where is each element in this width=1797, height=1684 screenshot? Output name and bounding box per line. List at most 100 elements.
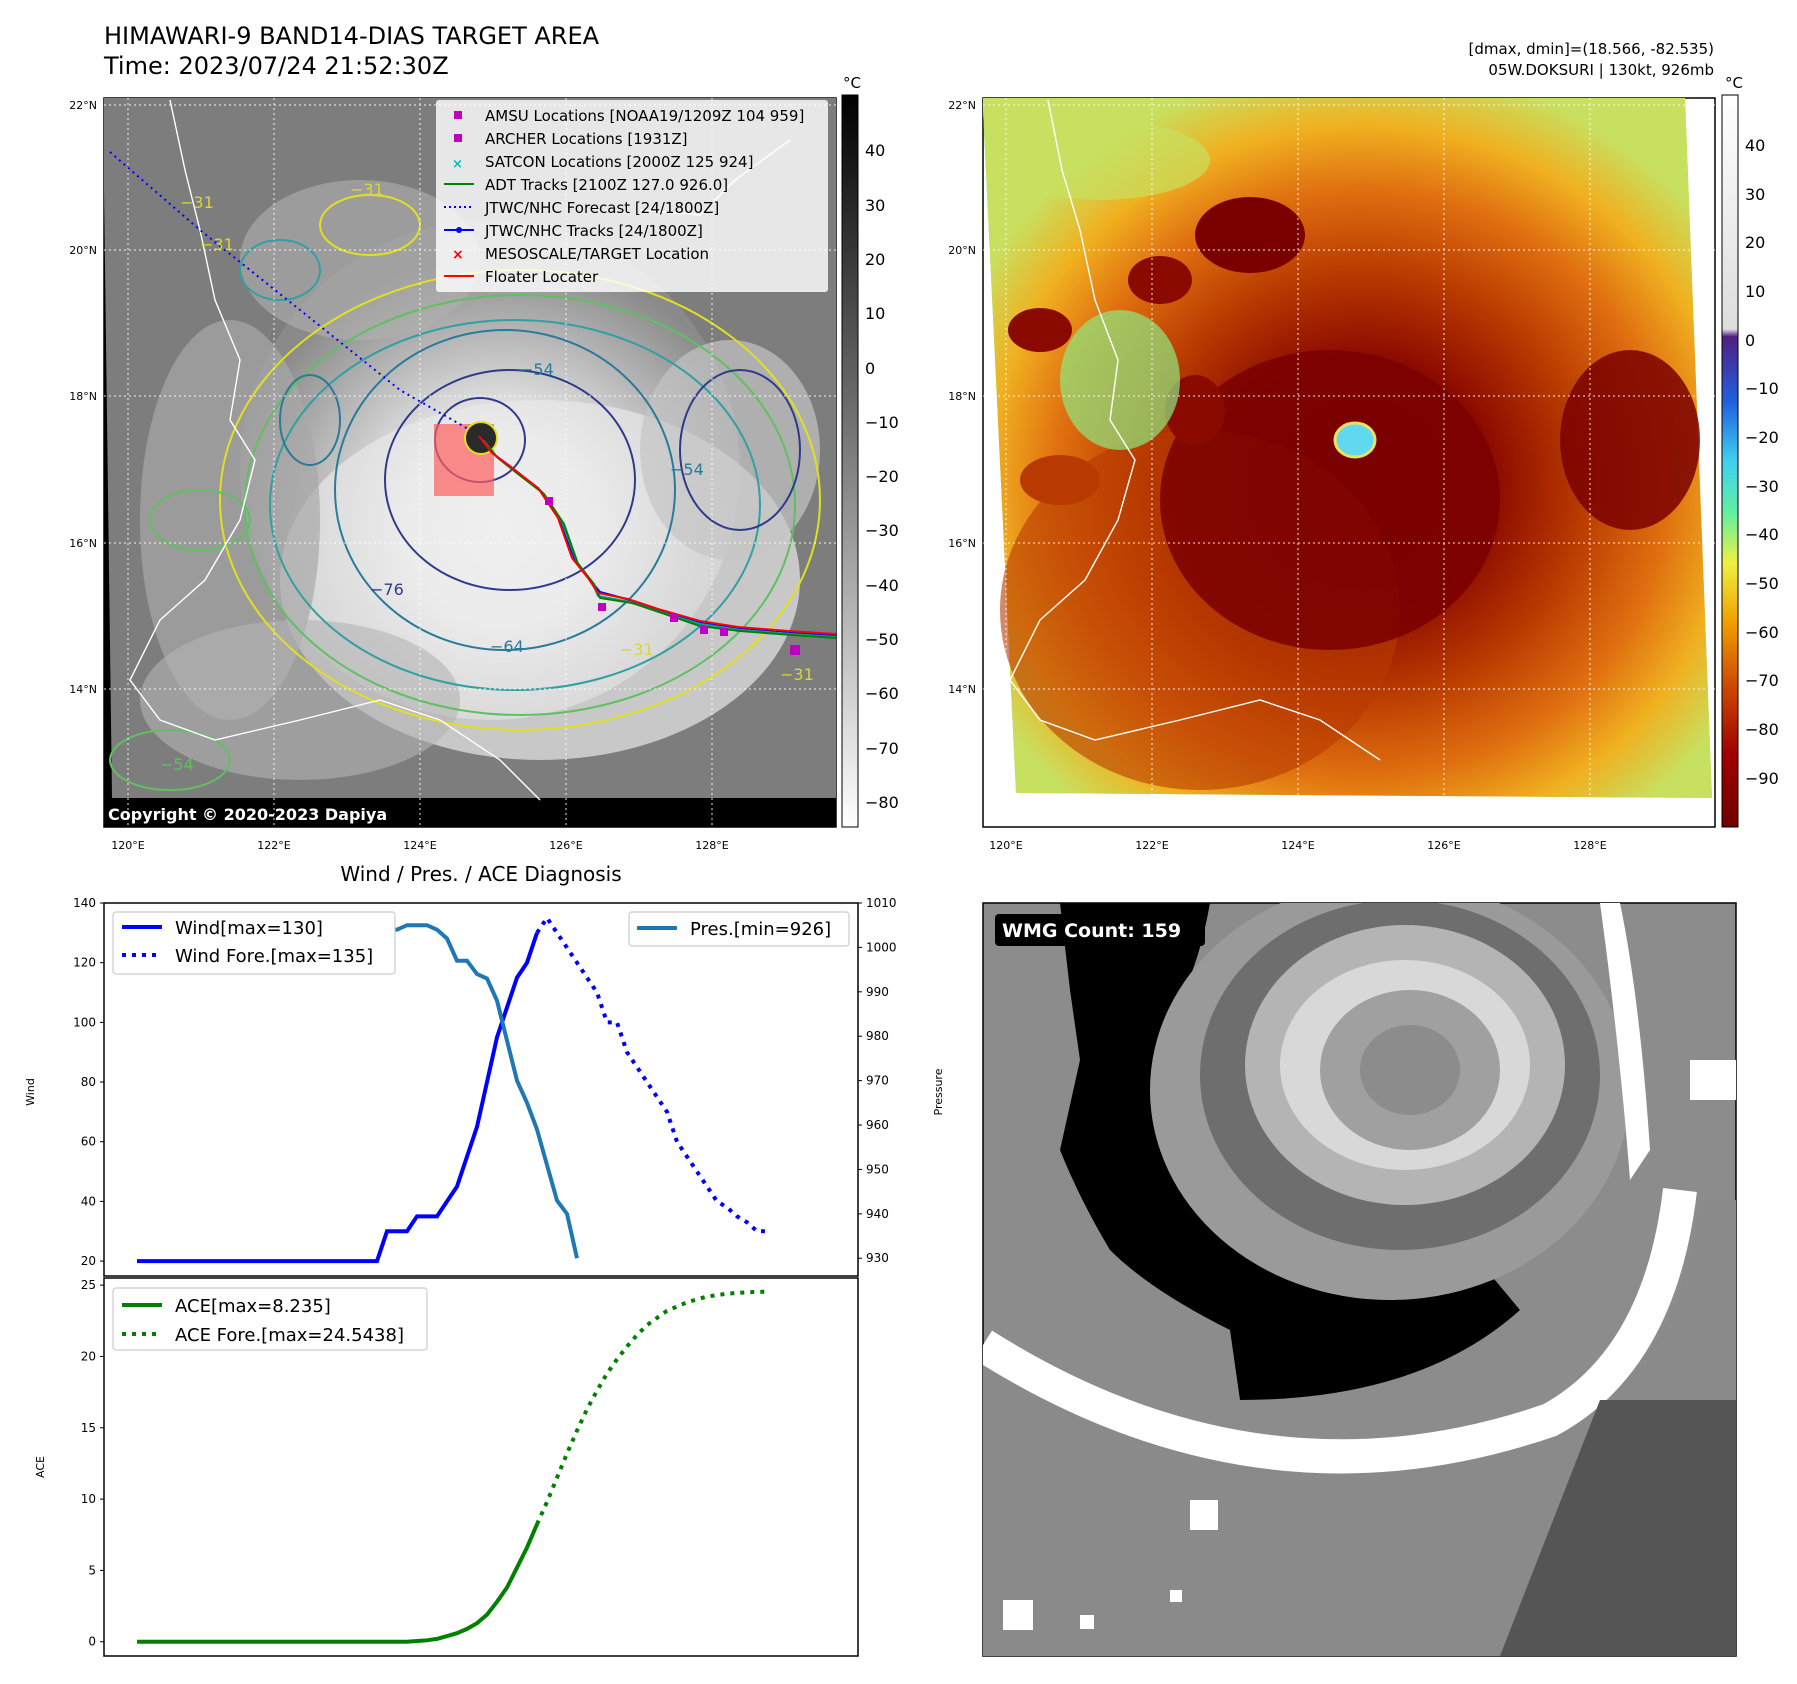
colorbar-tick: 0 <box>1745 331 1755 350</box>
wind-tick-label: 80 <box>81 1075 96 1089</box>
pressure-tick-label: 990 <box>866 985 889 999</box>
ace-axis-label: ACE <box>34 1456 47 1478</box>
pressure-tick-label: 1000 <box>866 940 897 954</box>
colorbar-tick: −40 <box>1745 525 1779 544</box>
wind-axis-label: Wind <box>24 1078 37 1106</box>
colorbar-tick: −60 <box>865 684 899 703</box>
lat-tick: 16°N <box>69 537 97 550</box>
colorbar-tick: −20 <box>865 467 899 486</box>
wind-tick-label: 140 <box>73 896 96 910</box>
colorbar-tick: 20 <box>1745 233 1765 252</box>
colorbar-tick: −70 <box>865 739 899 758</box>
contour-label: −54 <box>670 460 704 479</box>
ace-tick-label: 25 <box>81 1278 96 1292</box>
colorbar-tick: −40 <box>865 576 899 595</box>
color-colorbar: °C 40 30 20 10 0 −10 −20 −30 −40 −50 −60… <box>1721 74 1779 828</box>
colorbar-tick: −10 <box>865 413 899 432</box>
pressure-tick-label: 970 <box>866 1074 889 1088</box>
lat-tick: 14°N <box>948 683 976 696</box>
lon-tick: 124°E <box>1281 839 1314 852</box>
pressure-axis-label: Pressure <box>932 1068 945 1115</box>
dmax-dmin-label: [dmax, dmin]=(18.566, -82.535) <box>1469 40 1714 58</box>
lat-tick: 22°N <box>69 99 97 112</box>
wind-tick-label: 40 <box>81 1194 96 1208</box>
colorbar-tick: 10 <box>1745 282 1765 301</box>
legend-jtwc-forecast: JTWC/NHC Forecast [24/1800Z] <box>484 199 719 217</box>
pressure-legend-entry: Pres.[min=926] <box>690 919 831 940</box>
wind-fore-legend-entry: Wind Fore.[max=135] <box>175 946 373 967</box>
color-map-panel <box>982 97 1716 828</box>
lat-tick: 14°N <box>69 683 97 696</box>
ace-series-line-0 <box>137 1523 539 1644</box>
wind-tick-label: 20 <box>81 1254 96 1268</box>
lon-tick: 128°E <box>695 839 728 852</box>
legend-amsu: AMSU Locations [NOAA19/1209Z 104 959] <box>485 107 804 125</box>
legend-archer: ARCHER Locations [1931Z] <box>485 130 688 148</box>
contour-label: −64 <box>490 637 524 656</box>
ace-legend: ACE[max=8.235] ACE Fore.[max=24.5438] <box>112 1287 428 1351</box>
ace-fore-legend-entry: ACE Fore.[max=24.5438] <box>175 1325 404 1346</box>
contour-label: −31 <box>180 193 214 212</box>
lon-tick: 128°E <box>1573 839 1606 852</box>
figure-title: HIMAWARI-9 BAND14-DIAS TARGET AREA <box>104 22 600 50</box>
colorbar-tick: 40 <box>1745 136 1765 155</box>
wind-tick-label: 100 <box>73 1015 96 1029</box>
ir-colorbar: °C 40 30 20 10 0 −10 −20 −30 −40 −50 −60… <box>841 74 899 828</box>
colorbar-tick: 40 <box>865 141 885 160</box>
contour-label: −54 <box>520 360 554 379</box>
contour-label: −76 <box>370 580 404 599</box>
series-line-0 <box>137 932 539 1264</box>
lat-tick: 22°N <box>948 99 976 112</box>
figure-time: Time: 2023/07/24 21:52:30Z <box>103 52 449 80</box>
colorbar-tick: −50 <box>865 630 899 649</box>
lat-tick: 16°N <box>948 537 976 550</box>
legend-jtwc-tracks: JTWC/NHC Tracks [24/1800Z] <box>484 222 703 240</box>
ace-chart: 0 5 10 15 20 25 ACE ACE[max=8.235] ACE Fore.[… <box>34 1277 859 1657</box>
ir-map-panel: −31 −31 −31 −54 −54 −64 −76 −31 −31 −54 … <box>103 97 837 828</box>
wind-pressure-chart: 20 40 60 80 100 120 140 930 940 950 960 970 980 990 1… <box>24 896 945 1277</box>
pressure-tick-label: 1010 <box>866 896 897 910</box>
lon-tick: 120°E <box>111 839 144 852</box>
colorbar-tick: −30 <box>865 521 899 540</box>
color-colorbar-unit: °C <box>1725 74 1743 92</box>
wind-tick-label: 120 <box>73 956 96 970</box>
legend-adt: ADT Tracks [2100Z 127.0 926.0] <box>485 176 728 194</box>
svg-text:×: × <box>452 157 463 172</box>
colorbar-tick: −80 <box>865 793 899 812</box>
contour-label: −31 <box>350 180 384 199</box>
colorbar-tick: −20 <box>1745 428 1779 447</box>
contour-label: −31 <box>620 640 654 659</box>
pressure-tick-label: 940 <box>866 1207 889 1221</box>
wind-tick-label: 60 <box>81 1135 96 1149</box>
contour-label: −54 <box>160 755 194 774</box>
wmg-panel: WMG Count: 159 <box>982 902 1737 1657</box>
legend-floater: Floater Locater <box>485 268 599 286</box>
ace-tick-label: 20 <box>81 1349 96 1363</box>
legend-satcon: SATCON Locations [2000Z 125 924] <box>485 153 753 171</box>
pressure-tick-label: 980 <box>866 1029 889 1043</box>
svg-text:×: × <box>452 247 464 263</box>
pressure-legend: Pres.[min=926] <box>628 911 850 947</box>
colorbar-tick: 10 <box>865 304 885 323</box>
colorbar-tick: 0 <box>865 359 875 378</box>
colorbar-tick: −30 <box>1745 477 1779 496</box>
copyright-label: Copyright © 2020-2023 Dapiya <box>108 805 387 824</box>
pressure-tick-label: 960 <box>866 1118 889 1132</box>
wmg-count-label: WMG Count: 159 <box>1002 920 1181 942</box>
map-legend: × × AMSU Locations [NOAA19/1209Z 104 959… <box>436 100 828 292</box>
colorbar-tick: −60 <box>1745 623 1779 642</box>
colorbar-tick: 30 <box>1745 185 1765 204</box>
lon-tick: 122°E <box>1135 839 1168 852</box>
diagnosis-chart-title: Wind / Pres. / ACE Diagnosis <box>340 862 621 886</box>
lat-tick: 18°N <box>69 390 97 403</box>
contour-label: −31 <box>200 235 234 254</box>
lon-tick: 126°E <box>1427 839 1460 852</box>
lon-tick: 122°E <box>257 839 290 852</box>
colorbar-tick: −10 <box>1745 379 1779 398</box>
pressure-tick-label: 950 <box>866 1162 889 1176</box>
lon-tick: 120°E <box>989 839 1022 852</box>
wind-legend-entry: Wind[max=130] <box>175 918 323 939</box>
legend-target-location: MESOSCALE/TARGET Location <box>485 245 709 263</box>
ir-colorbar-unit: °C <box>843 74 861 92</box>
ace-tick-label: 15 <box>81 1421 96 1435</box>
